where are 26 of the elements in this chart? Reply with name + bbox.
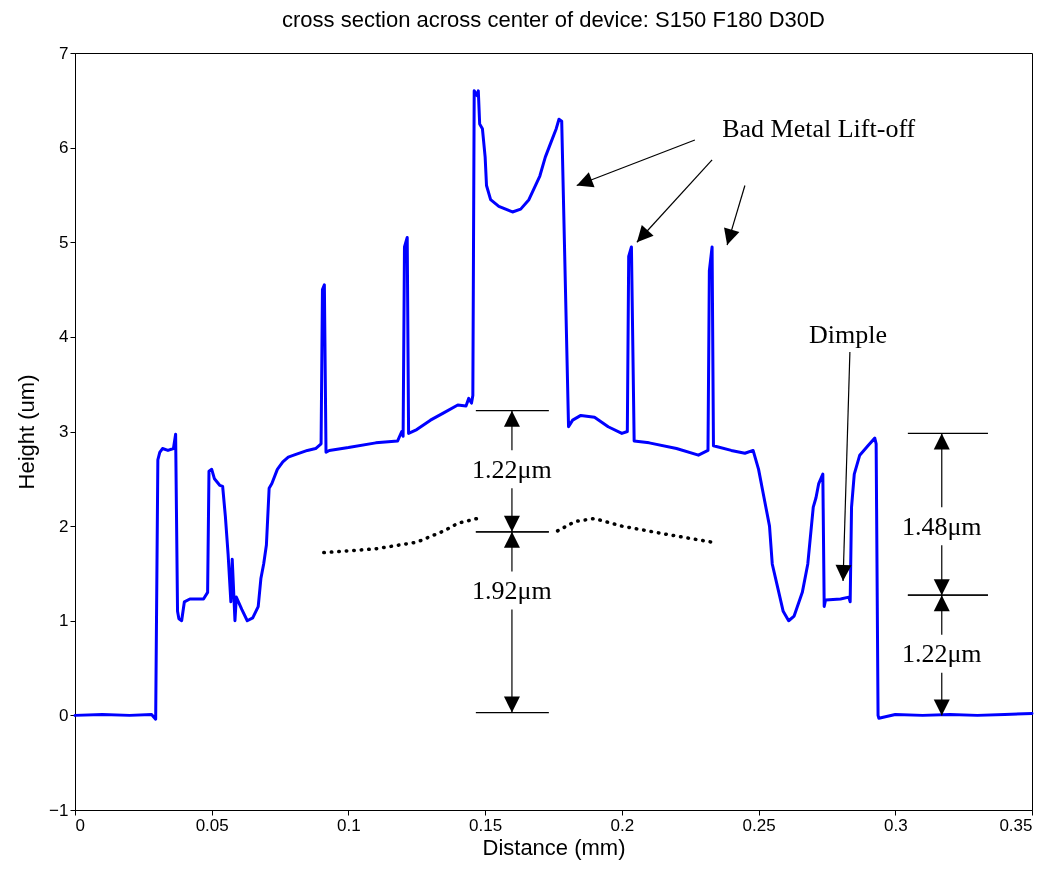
y-tick-label: 4 bbox=[59, 327, 69, 347]
x-tick-label: 0.2 bbox=[610, 815, 635, 835]
y-tick-label: 1 bbox=[59, 611, 69, 631]
y-tick-label: 3 bbox=[59, 422, 69, 441]
annotation: 1.22μm bbox=[901, 639, 982, 669]
annotation: 1.48μm bbox=[901, 511, 982, 541]
x-tick-label: 0.3 bbox=[883, 815, 908, 835]
x-axis-title: Distance (mm) bbox=[482, 834, 626, 860]
x-tick-label: 0.1 bbox=[337, 815, 361, 835]
y-tick-label: 2 bbox=[59, 516, 69, 536]
y-tick-label: 5 bbox=[59, 232, 69, 252]
y-tick-label: 7 bbox=[59, 43, 69, 63]
annotation: Dimple bbox=[808, 320, 887, 350]
chart-title: cross section across center of device: S150 F180 D30D bbox=[282, 7, 825, 32]
x-tick-label: 0.05 bbox=[195, 815, 229, 835]
y-tick-label: −1 bbox=[49, 800, 69, 820]
y-tick-label: 6 bbox=[59, 138, 69, 158]
annotation: 1.92μm bbox=[472, 575, 552, 605]
x-tick-label: 0.25 bbox=[742, 815, 776, 835]
x-tick-label: 0.15 bbox=[469, 815, 503, 835]
x-tick-label: 0.35 bbox=[999, 815, 1033, 835]
annotation: Bad Metal Lift-off bbox=[722, 114, 916, 144]
x-tick-label: 0 bbox=[75, 815, 85, 835]
annotation: 1.22μm bbox=[472, 454, 552, 484]
y-tick-label: 0 bbox=[59, 705, 69, 725]
y-axis-title: Height (um) bbox=[14, 374, 40, 490]
